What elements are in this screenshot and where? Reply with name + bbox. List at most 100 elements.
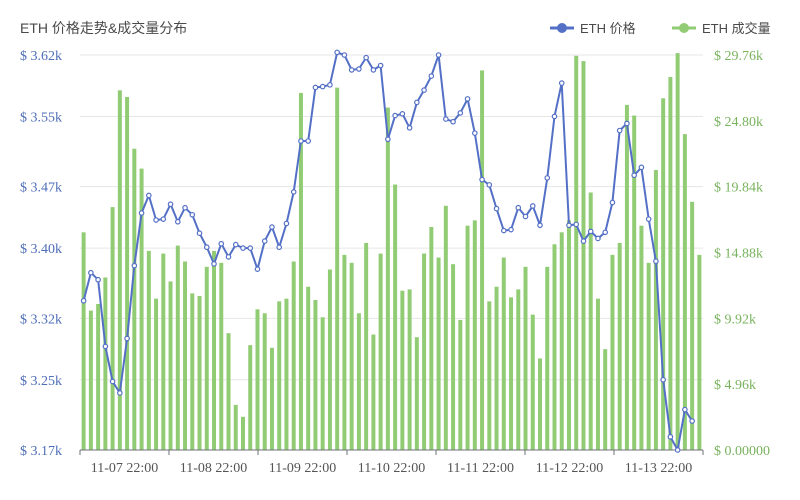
- price-point: [232, 241, 239, 248]
- volume-bar: [327, 269, 332, 450]
- volume-bar: [465, 225, 470, 450]
- volume-bar: [436, 257, 441, 450]
- volume-bar: [393, 184, 398, 450]
- volume-bar: [197, 296, 202, 450]
- legend-item-price[interactable]: ETH 价格: [550, 21, 636, 36]
- price-point: [421, 87, 427, 93]
- legend-volume-label: ETH 成交量: [702, 21, 771, 36]
- volume-bar: [342, 254, 347, 450]
- volume-bar: [255, 309, 260, 450]
- price-point: [363, 54, 369, 61]
- volume-bar: [88, 310, 93, 450]
- price-point: [261, 238, 268, 244]
- price-point: [269, 224, 275, 230]
- volume-bar: [487, 301, 492, 450]
- price-point: [609, 199, 616, 206]
- volume-bar: [212, 250, 217, 450]
- price-point: [203, 244, 210, 251]
- volume-bar: [523, 266, 528, 450]
- price-point: [312, 84, 319, 91]
- left-tick-label: $ 3.55k: [20, 110, 62, 125]
- legend-item-volume[interactable]: ETH 成交量: [672, 21, 771, 36]
- volume-bar: [545, 266, 550, 450]
- price-point: [174, 218, 181, 225]
- price-point: [196, 230, 203, 236]
- volume-bar: [617, 242, 622, 450]
- price-point: [327, 82, 333, 88]
- x-axis: 11-07 22:00 11-08 22:00 11-09 22:00 11-10 2…: [79, 449, 704, 476]
- price-point: [247, 245, 254, 251]
- volume-bar: [306, 286, 311, 450]
- volume-bar: [269, 347, 274, 450]
- volume-bar: [530, 314, 535, 450]
- left-tick-label: $ 3.17k: [20, 444, 62, 459]
- volume-bar: [566, 220, 571, 450]
- price-point: [667, 434, 674, 440]
- volume-bar: [624, 104, 629, 450]
- volume-bar: [356, 313, 361, 450]
- left-tick-label: $ 3.32k: [20, 312, 62, 327]
- volume-bar: [610, 254, 615, 450]
- left-tick-label: $ 3.25k: [20, 374, 62, 389]
- volume-bar: [313, 300, 318, 450]
- left-tick-label: $ 3.62k: [20, 49, 62, 64]
- volume-bar: [574, 55, 579, 450]
- volume-bar: [349, 262, 354, 450]
- volume-bar: [559, 232, 564, 450]
- right-tick-label: $ 4.96k: [714, 378, 756, 393]
- volume-bar: [595, 298, 600, 450]
- volume-bar: [639, 225, 644, 450]
- price-point: [160, 216, 167, 222]
- x-tick-label: 11-11 22:00: [447, 461, 514, 476]
- price-point: [602, 229, 609, 236]
- price-point: [638, 164, 645, 171]
- price-point: [153, 217, 159, 223]
- price-point: [537, 222, 543, 229]
- volume-bar: [443, 205, 448, 450]
- price-point: [580, 238, 587, 244]
- legend[interactable]: ETH 价格 ETH 成交量: [550, 21, 771, 36]
- volume-bar: [472, 220, 477, 450]
- volume-bar: [422, 253, 427, 450]
- volume-bar: [132, 148, 137, 451]
- price-point: [558, 80, 565, 86]
- price-point: [225, 254, 232, 260]
- price-point: [276, 244, 283, 251]
- left-tick-label: $ 3.40k: [20, 242, 62, 257]
- right-tick-label: $ 29.76k: [714, 49, 763, 64]
- price-point: [508, 226, 514, 233]
- price-point: [146, 192, 152, 199]
- price-point: [595, 235, 601, 242]
- price-point: [377, 62, 384, 69]
- price-point: [674, 447, 681, 453]
- price-point: [486, 182, 493, 188]
- price-point: [80, 297, 87, 304]
- price-point: [479, 176, 485, 183]
- volume-bar: [248, 345, 253, 450]
- volume-bar: [675, 53, 680, 451]
- price-point: [624, 120, 630, 127]
- volume-bar: [183, 261, 188, 450]
- legend-price-label: ETH 价格: [580, 21, 636, 36]
- right-tick-label: $ 9.92k: [714, 312, 756, 327]
- price-point: [573, 221, 580, 228]
- price-point: [88, 269, 94, 276]
- volume-bar: [603, 349, 608, 450]
- price-point: [218, 240, 225, 247]
- price-point: [334, 49, 340, 56]
- volume-bar: [117, 90, 122, 450]
- price-point: [189, 211, 196, 218]
- x-tick-label: 11-08 22:00: [180, 461, 248, 476]
- price-point: [95, 276, 101, 283]
- volume-bar: [81, 232, 86, 450]
- price-point: [341, 52, 348, 58]
- price-point: [428, 73, 435, 79]
- right-tick-label: $ 24.80k: [714, 115, 763, 130]
- price-point: [298, 138, 304, 144]
- price-point: [370, 67, 377, 73]
- price-point: [566, 222, 572, 229]
- grid-lines: [80, 54, 703, 451]
- volume-bar: [697, 254, 702, 450]
- price-point: [457, 110, 464, 116]
